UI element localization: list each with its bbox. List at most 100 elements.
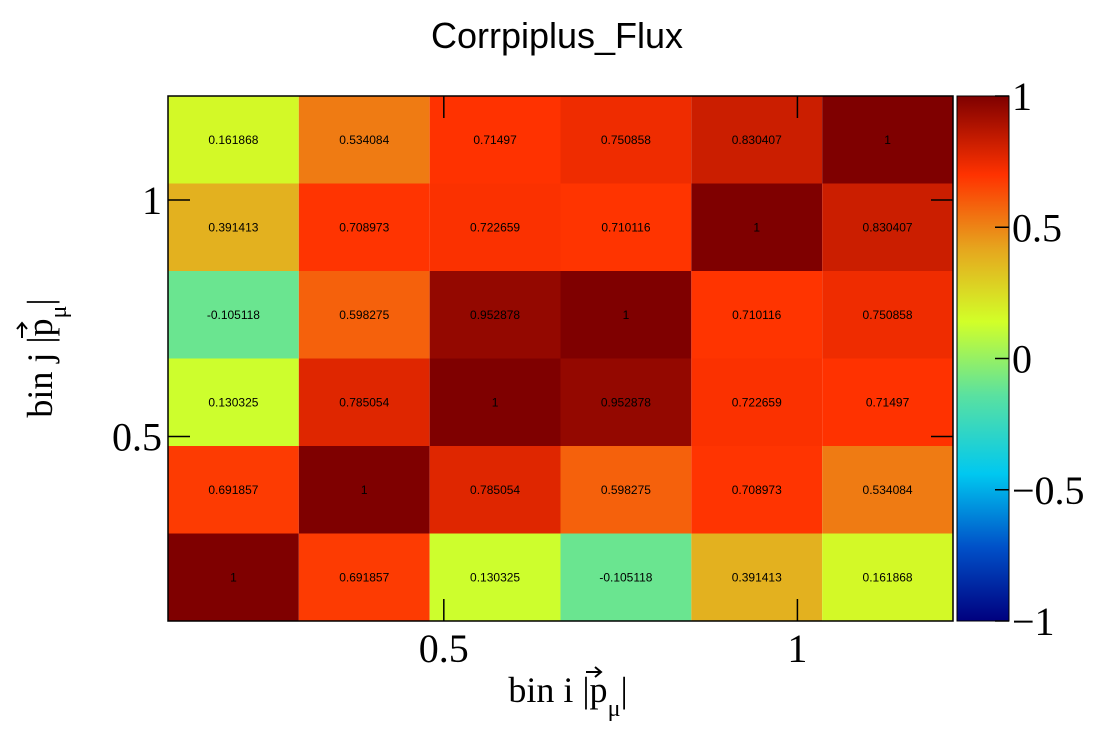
heatmap-cells bbox=[168, 96, 953, 621]
heatmap-cell-3-5 bbox=[560, 96, 692, 184]
x-axis-label-main: bin i |p bbox=[508, 670, 607, 710]
cell-value-label-2-4: 0.722659 bbox=[470, 220, 520, 234]
heatmap-cell-2-4 bbox=[429, 183, 561, 271]
heatmap-cell-1-2 bbox=[298, 358, 430, 446]
colorbar-tick-label-1: 0.5 bbox=[1012, 205, 1062, 250]
cell-value-label-1-3: 0.598275 bbox=[339, 308, 389, 322]
heatmap-cell-3-3 bbox=[560, 271, 692, 359]
heatmap-cell-1-1 bbox=[298, 446, 430, 534]
colorbar bbox=[956, 95, 1010, 622]
cell-value-label-2-0: 0.130325 bbox=[470, 570, 520, 584]
heatmap-cell-2-1 bbox=[429, 446, 561, 534]
heatmap-cell-2-5 bbox=[429, 96, 561, 184]
cell-value-label-0-3: -0.105118 bbox=[207, 308, 260, 322]
heatmap-cell-5-2 bbox=[822, 358, 953, 446]
y-axis-label-main: bin j |p bbox=[20, 318, 60, 417]
cell-value-label-5-0: 0.161868 bbox=[863, 570, 913, 584]
x-axis-label: bin i |pμ| bbox=[508, 666, 628, 722]
cell-value-label-2-5: 0.71497 bbox=[473, 133, 517, 147]
cell-value-label-3-2: 0.952878 bbox=[601, 395, 651, 409]
colorbar-ticks: 1 0.5 0 −0.5 −1 bbox=[995, 74, 1085, 644]
heatmap-cell-5-4 bbox=[822, 183, 953, 271]
colorbar-tick-label-3: −0.5 bbox=[1012, 468, 1085, 513]
chart-title: Corrpiplus_Flux bbox=[431, 15, 683, 56]
cell-value-label-0-1: 0.691857 bbox=[208, 483, 258, 497]
heatmap-cell-3-1 bbox=[560, 446, 692, 534]
heatmap-cell-1-3 bbox=[298, 271, 430, 359]
y-axis-label-sub: μ bbox=[46, 306, 72, 319]
heatmap-cell-5-5 bbox=[822, 96, 953, 184]
cell-value-label-4-2: 0.722659 bbox=[732, 395, 782, 409]
x-axis-label-sub: μ bbox=[608, 696, 621, 722]
colorbar-tick-label-0: 1 bbox=[1012, 74, 1032, 119]
heatmap-cell-1-4 bbox=[298, 183, 430, 271]
cell-value-label-1-2: 0.785054 bbox=[339, 395, 389, 409]
heatmap-cell-4-4 bbox=[691, 183, 823, 271]
x-tick-label-0: 0.5 bbox=[419, 626, 469, 671]
cell-value-label-0-2: 0.130325 bbox=[208, 395, 258, 409]
cell-value-label-4-0: 0.391413 bbox=[732, 570, 782, 584]
x-axis-vector-arrow-icon bbox=[586, 666, 603, 678]
cell-value-label-5-1: 0.534084 bbox=[863, 483, 913, 497]
colorbar-tick-label-4: −1 bbox=[1012, 599, 1055, 644]
cell-value-label-1-5: 0.534084 bbox=[339, 133, 389, 147]
cell-value-label-3-0: -0.105118 bbox=[599, 570, 652, 584]
heatmap-cell-3-4 bbox=[560, 183, 692, 271]
cell-value-label-5-3: 0.750858 bbox=[863, 308, 913, 322]
cell-value-label-4-3: 0.710116 bbox=[732, 308, 781, 322]
heatmap-cell-5-1 bbox=[822, 446, 953, 534]
svg-text:bin i |pμ|: bin i |pμ| bbox=[508, 670, 627, 722]
heatmap-cell-1-5 bbox=[298, 96, 430, 184]
x-tick-label-1: 1 bbox=[787, 626, 807, 671]
heatmap-cell-0-5 bbox=[168, 96, 299, 184]
heatmap-cell-0-3 bbox=[168, 271, 299, 359]
cell-value-label-2-3: 0.952878 bbox=[470, 308, 520, 322]
y-tick-label-0: 0.5 bbox=[112, 415, 162, 460]
cell-value-label-5-5: 1 bbox=[884, 133, 891, 147]
cell-value-label-4-1: 0.708973 bbox=[732, 483, 782, 497]
heatmap-cell-0-4 bbox=[168, 183, 299, 271]
y-axis-vector-arrow-icon bbox=[16, 321, 28, 338]
colorbar-tick-label-2: 0 bbox=[1012, 337, 1032, 382]
cell-value-label-1-4: 0.708973 bbox=[339, 220, 389, 234]
svg-text:bin j |pμ|: bin j |pμ| bbox=[20, 298, 72, 417]
heatmap-cell-3-2 bbox=[560, 358, 692, 446]
heatmap-cell-3-0 bbox=[560, 533, 692, 621]
y-tick-label-1: 1 bbox=[142, 178, 162, 223]
cell-value-label-3-3: 1 bbox=[623, 308, 630, 322]
cell-value-label-1-1: 1 bbox=[361, 483, 368, 497]
cell-value-label-3-4: 0.710116 bbox=[601, 220, 650, 234]
cell-value-label-3-1: 0.598275 bbox=[601, 483, 651, 497]
heatmap-cell-4-0 bbox=[691, 533, 823, 621]
plot-frame bbox=[167, 95, 954, 622]
heatmap-cell-1-0 bbox=[298, 533, 430, 621]
heatmap-cell-5-0 bbox=[822, 533, 953, 621]
heatmap-cell-2-3 bbox=[429, 271, 561, 359]
cell-value-label-4-4: 1 bbox=[753, 220, 760, 234]
heatmap-cell-4-3 bbox=[691, 271, 823, 359]
cell-value-label-2-2: 1 bbox=[492, 395, 499, 409]
heatmap-cell-4-5 bbox=[691, 96, 823, 184]
heatmap-cell-labels: 1 0.691857 0.130325 -0.105118 0.391413 0.1618… bbox=[207, 133, 913, 585]
heatmap-cell-4-1 bbox=[691, 446, 823, 534]
heatmap-cell-4-2 bbox=[691, 358, 823, 446]
cell-value-label-3-5: 0.750858 bbox=[601, 133, 651, 147]
heatmap-cell-2-0 bbox=[429, 533, 561, 621]
heatmap-cell-0-1 bbox=[168, 446, 299, 534]
y-axis-label: bin j |pμ| bbox=[16, 298, 72, 418]
x-axis-ticks: 0.5 1 bbox=[419, 96, 807, 671]
cell-value-label-4-5: 0.830407 bbox=[732, 133, 782, 147]
x-axis-label-end: | bbox=[620, 670, 627, 710]
cell-value-label-2-1: 0.785054 bbox=[470, 483, 520, 497]
heatmap-cell-5-3 bbox=[822, 271, 953, 359]
cell-value-label-5-4: 0.830407 bbox=[863, 220, 913, 234]
y-axis-label-end: | bbox=[20, 298, 60, 305]
cell-value-label-0-4: 0.391413 bbox=[208, 220, 258, 234]
cell-value-label-0-5: 0.161868 bbox=[208, 133, 258, 147]
cell-value-label-1-0: 0.691857 bbox=[339, 570, 389, 584]
heatmap-cell-0-2 bbox=[168, 358, 299, 446]
heatmap-cell-2-2 bbox=[429, 358, 561, 446]
cell-value-label-5-2: 0.71497 bbox=[866, 395, 910, 409]
y-axis-ticks: 0.51 bbox=[112, 178, 953, 460]
